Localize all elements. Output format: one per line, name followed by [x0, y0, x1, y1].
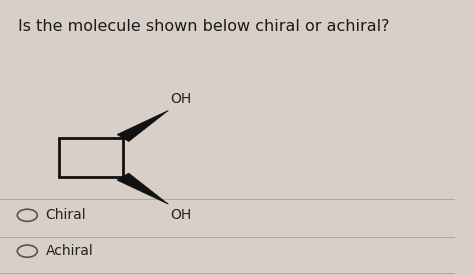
Text: Is the molecule shown below chiral or achiral?: Is the molecule shown below chiral or ac…: [18, 19, 390, 34]
Polygon shape: [117, 173, 168, 204]
Polygon shape: [117, 110, 168, 142]
Text: OH: OH: [171, 208, 192, 222]
Text: Chiral: Chiral: [46, 208, 86, 222]
Bar: [59, 138, 123, 177]
Text: OH: OH: [171, 92, 192, 106]
Text: Achiral: Achiral: [46, 244, 93, 258]
